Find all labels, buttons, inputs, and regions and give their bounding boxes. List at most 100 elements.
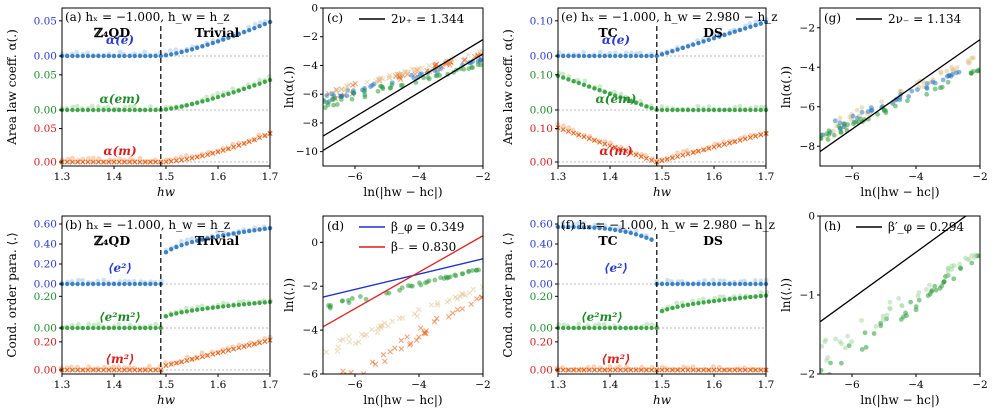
panel-title: (c) <box>327 11 343 25</box>
x-axis-label: ln(|hw − hc|) <box>860 393 939 407</box>
data-point <box>571 325 576 331</box>
data-point <box>189 101 195 107</box>
data-point <box>748 24 753 30</box>
data-point <box>417 325 424 331</box>
data-point <box>111 325 117 331</box>
data-point <box>247 27 252 33</box>
data-point <box>971 255 977 260</box>
data-point <box>820 136 824 141</box>
data-point <box>706 144 712 150</box>
data-point <box>643 155 649 161</box>
data-point <box>618 228 623 233</box>
data-point <box>86 321 92 327</box>
data-point <box>670 305 675 311</box>
data-point <box>226 232 231 237</box>
data-point <box>883 108 889 114</box>
series-label: ⟨e²m²⟩ <box>581 310 623 324</box>
data-point <box>247 228 252 234</box>
y-tick-label: −6 <box>303 89 319 101</box>
data-point <box>722 297 727 303</box>
data-point <box>398 83 404 88</box>
data-point <box>330 96 336 102</box>
data-point <box>236 345 242 351</box>
data-point <box>924 85 930 91</box>
data-point <box>465 52 471 58</box>
data-point <box>323 97 326 103</box>
x-tick-label: 1.4 <box>602 171 619 183</box>
data-point <box>602 141 608 147</box>
data-point <box>633 366 639 372</box>
data-point <box>168 361 174 367</box>
data-point <box>382 358 388 365</box>
data-point <box>445 275 451 280</box>
data-point <box>334 348 341 355</box>
data-point <box>649 237 654 242</box>
data-point <box>944 73 950 79</box>
data-point <box>566 224 571 230</box>
data-point <box>174 51 179 56</box>
data-point <box>587 53 592 59</box>
data-point <box>669 367 675 373</box>
data-point <box>368 326 375 333</box>
data-point <box>396 315 403 322</box>
data-point <box>111 367 117 373</box>
data-point <box>174 105 179 110</box>
plot-area <box>820 216 980 374</box>
series-label: α(e) <box>602 33 630 47</box>
data-point <box>758 278 764 284</box>
data-point <box>474 267 479 273</box>
data-point <box>737 281 743 287</box>
data-point <box>215 304 221 310</box>
data-point <box>582 78 588 84</box>
data-point <box>753 19 759 25</box>
data-point <box>618 95 623 100</box>
data-point <box>132 53 137 59</box>
data-point <box>581 325 587 331</box>
data-point <box>596 222 602 227</box>
data-point <box>887 299 893 305</box>
data-point <box>675 281 680 287</box>
data-point <box>850 113 856 119</box>
data-point <box>257 81 262 86</box>
data-point <box>221 93 226 98</box>
data-point <box>231 90 236 95</box>
data-point <box>459 306 466 312</box>
data-point <box>262 226 267 232</box>
y-tick-label: −10 <box>296 146 318 158</box>
data-point <box>612 50 618 56</box>
data-point <box>581 225 587 230</box>
data-point <box>80 53 86 59</box>
data-point <box>262 338 268 345</box>
data-point <box>117 281 122 287</box>
data-point <box>732 296 737 301</box>
data-point <box>323 105 328 111</box>
data-point <box>880 317 886 323</box>
y-tick-label: −6 <box>800 101 816 113</box>
data-point <box>178 239 184 244</box>
data-point <box>433 315 440 322</box>
data-point <box>470 268 476 273</box>
data-point <box>617 146 623 152</box>
data-point <box>669 155 675 161</box>
y-tick-label: 0.40 <box>530 239 553 251</box>
data-point <box>364 79 371 85</box>
data-point <box>215 149 221 155</box>
data-point <box>148 325 153 331</box>
data-point <box>696 107 701 113</box>
data-point <box>633 367 639 373</box>
y-tick-label: 0.10 <box>530 69 553 81</box>
data-point <box>607 143 613 149</box>
data-point <box>74 50 80 55</box>
data-point <box>845 333 850 339</box>
data-point <box>446 314 452 320</box>
data-point <box>369 359 376 365</box>
data-point <box>753 23 758 28</box>
data-point <box>121 367 127 373</box>
data-point <box>737 367 743 373</box>
x-axis-label: hw <box>157 393 176 407</box>
data-point <box>638 367 644 373</box>
data-point <box>189 47 195 52</box>
data-point <box>69 159 75 165</box>
fit-line <box>323 39 483 137</box>
phase-label-left: ℤ₄QD <box>94 25 130 40</box>
